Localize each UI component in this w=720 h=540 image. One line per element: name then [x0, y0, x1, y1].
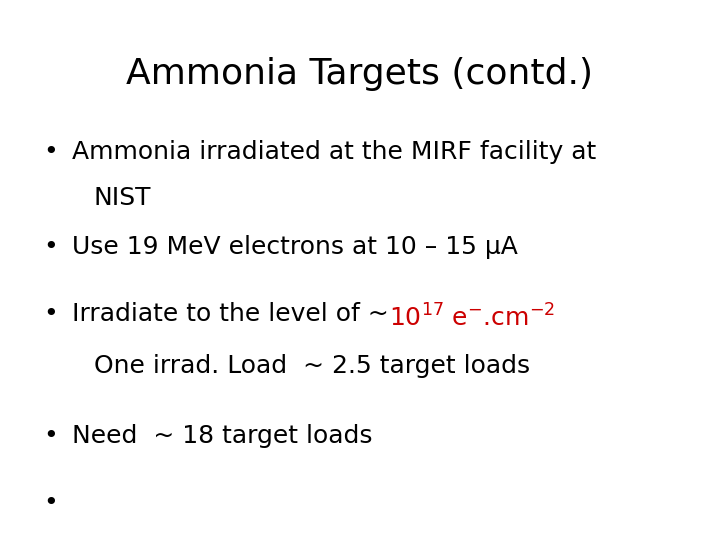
Text: Irradiate to the level of ~: Irradiate to the level of ~ — [72, 302, 389, 326]
Text: •: • — [43, 491, 58, 515]
Text: Ammonia irradiated at the MIRF facility at: Ammonia irradiated at the MIRF facility … — [72, 140, 596, 164]
Text: •: • — [43, 235, 58, 259]
Text: •: • — [43, 424, 58, 448]
Text: Ammonia Targets (contd.): Ammonia Targets (contd.) — [127, 57, 593, 91]
Text: NIST: NIST — [94, 186, 151, 210]
Text: $10^{17}$ e$^{-}$.cm$^{-2}$: $10^{17}$ e$^{-}$.cm$^{-2}$ — [389, 304, 555, 331]
Text: •: • — [43, 140, 58, 164]
Text: Need  ~ 18 target loads: Need ~ 18 target loads — [72, 424, 372, 448]
Text: Use 19 MeV electrons at 10 – 15 μA: Use 19 MeV electrons at 10 – 15 μA — [72, 235, 518, 259]
Text: One irrad. Load  ~ 2.5 target loads: One irrad. Load ~ 2.5 target loads — [94, 354, 530, 377]
Text: •: • — [43, 302, 58, 326]
